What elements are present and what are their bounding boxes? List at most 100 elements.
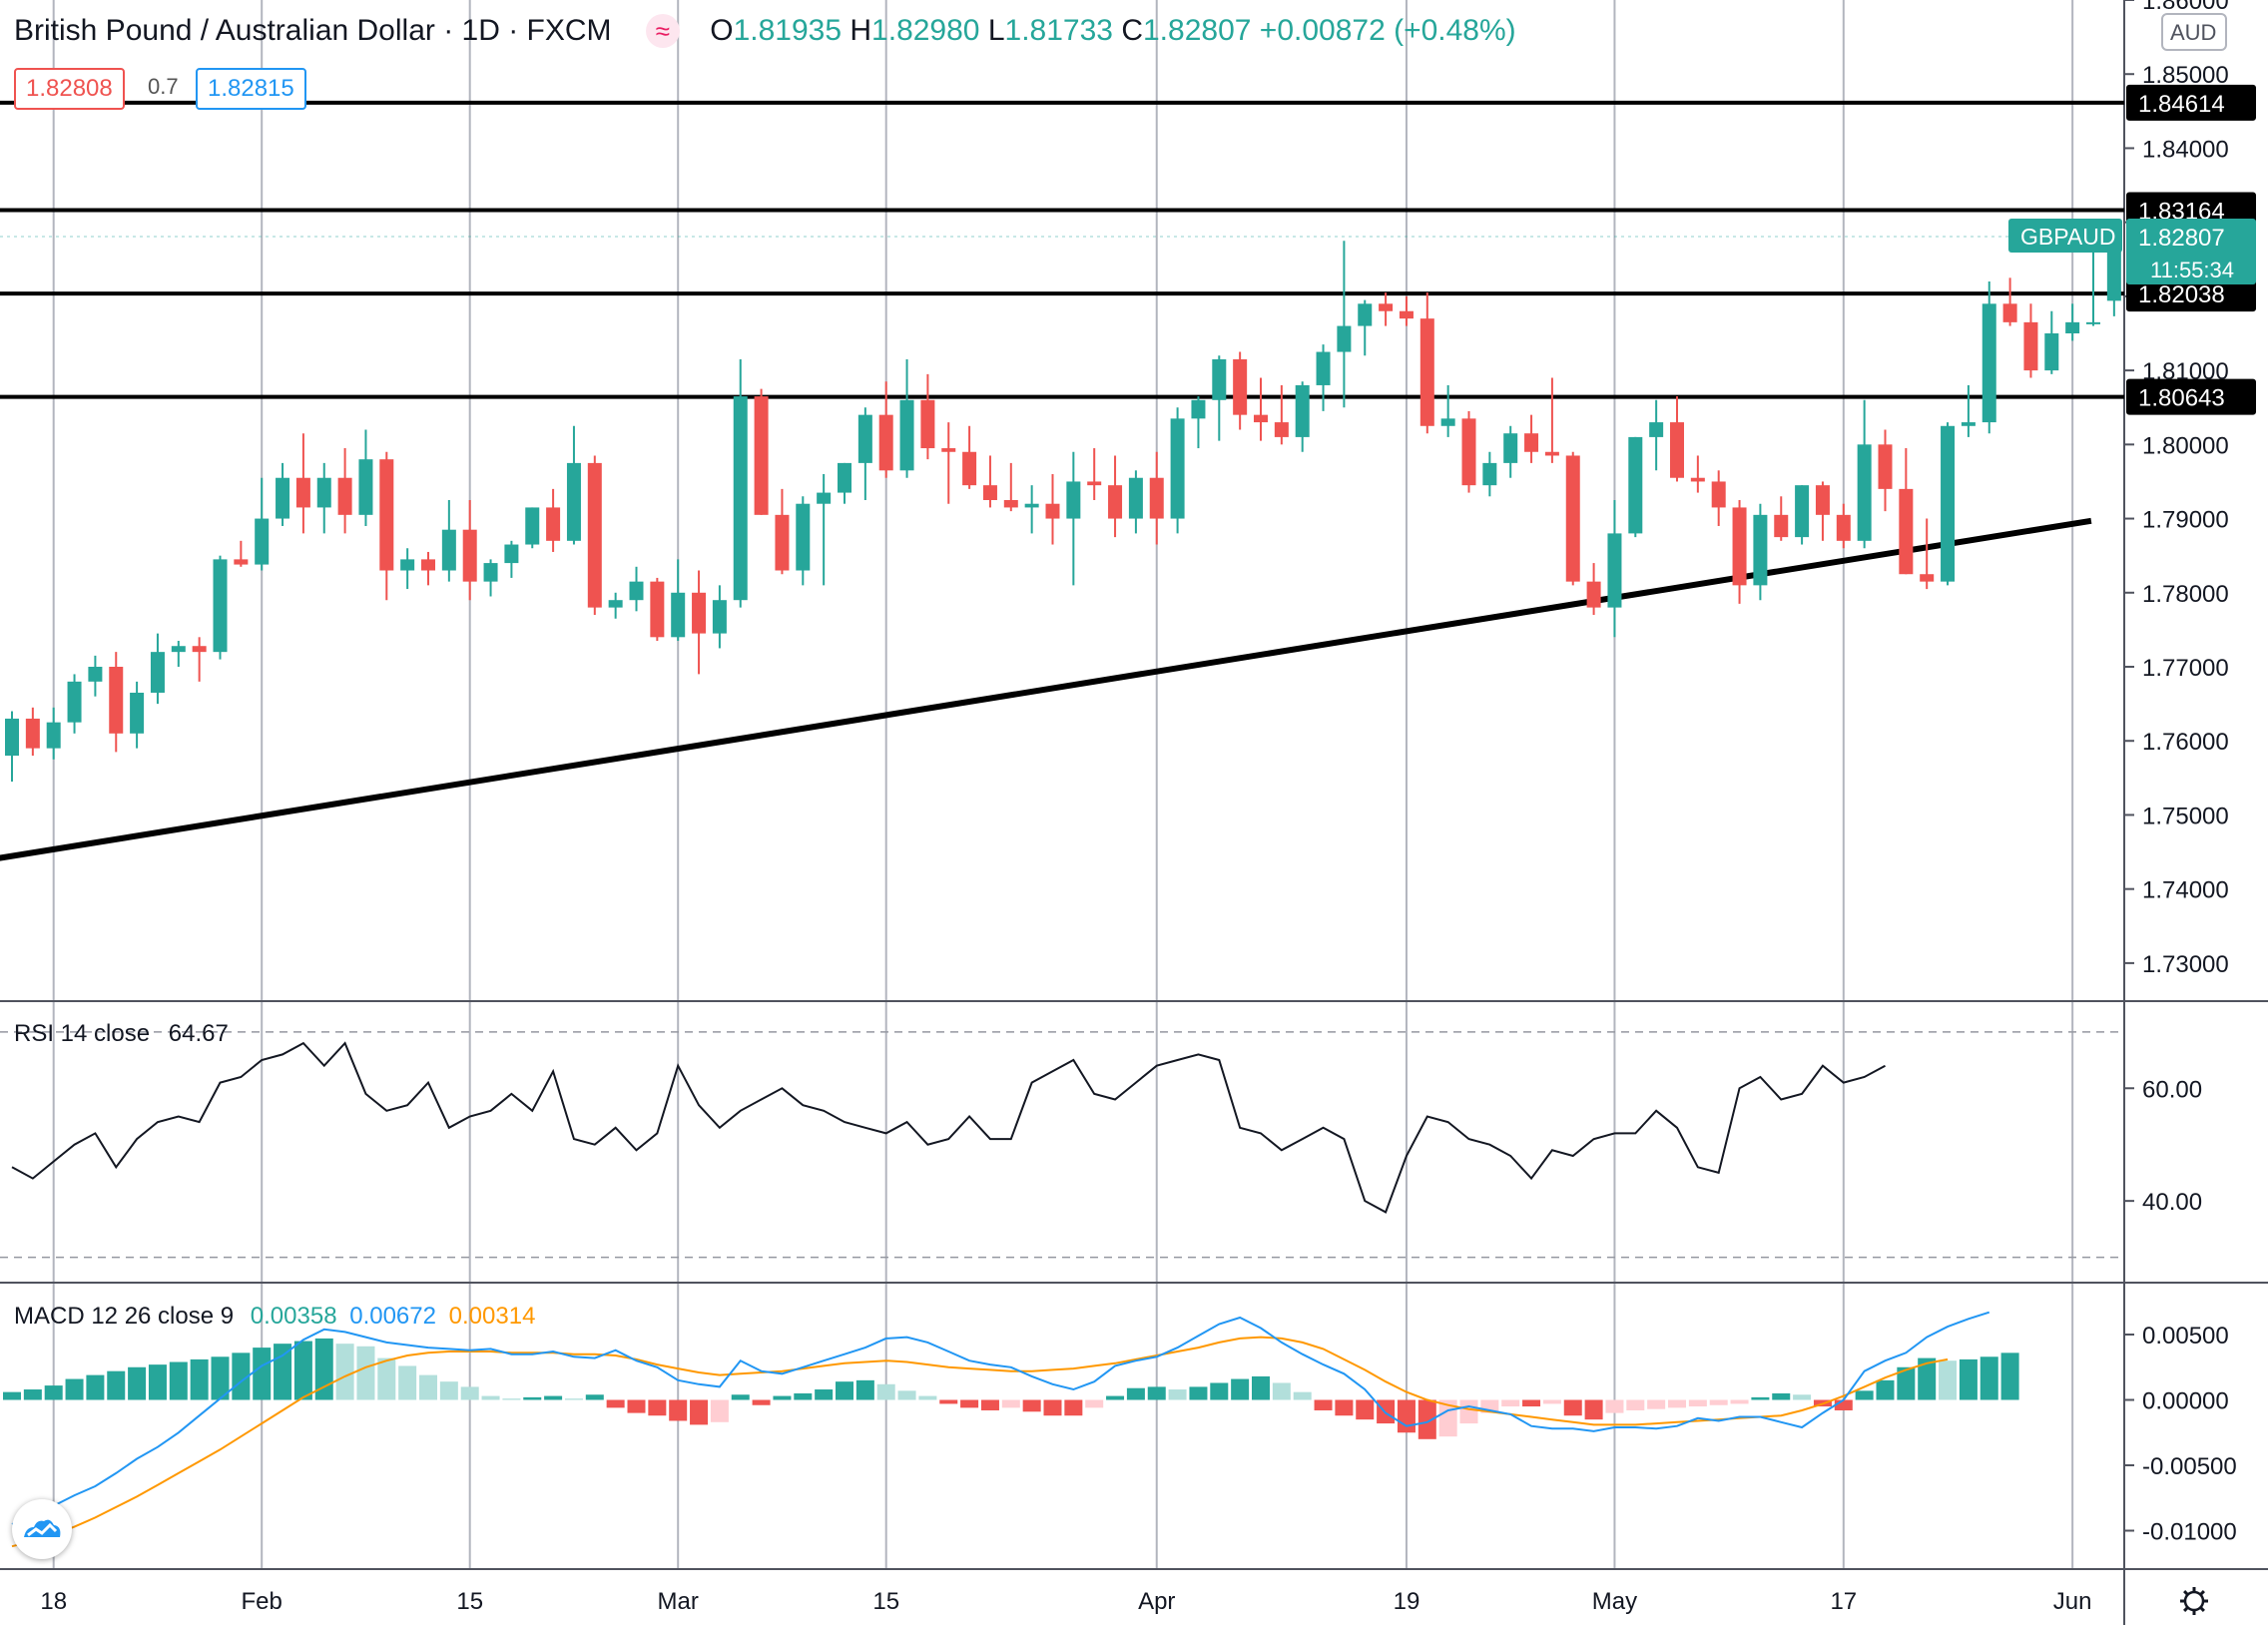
macd-histogram-bar[interactable] — [253, 1348, 272, 1400]
candle[interactable] — [171, 641, 186, 667]
macd-histogram-bar[interactable] — [1980, 1356, 1998, 1400]
macd-histogram-bar[interactable] — [606, 1399, 625, 1408]
candle[interactable] — [838, 462, 851, 504]
macd-histogram-bar[interactable] — [419, 1374, 437, 1400]
candle[interactable] — [2065, 303, 2080, 341]
candle[interactable] — [1857, 399, 1872, 549]
candle[interactable] — [1544, 377, 1559, 463]
candle[interactable] — [1128, 470, 1143, 534]
candle[interactable] — [316, 462, 331, 534]
macd-histogram-bar[interactable] — [1939, 1360, 1958, 1400]
settings-gear-icon[interactable] — [2180, 1587, 2208, 1615]
macd-histogram-bar[interactable] — [752, 1399, 771, 1405]
macd-histogram-bar[interactable] — [1168, 1389, 1187, 1400]
macd-histogram-bar[interactable] — [1001, 1399, 1020, 1408]
candle[interactable] — [1920, 518, 1935, 590]
candle[interactable] — [483, 559, 498, 597]
candle[interactable] — [1149, 451, 1164, 545]
candle[interactable] — [1066, 451, 1081, 586]
candle[interactable] — [775, 488, 790, 575]
macd-histogram-bar[interactable] — [523, 1396, 542, 1400]
rsi-legend[interactable]: RSI 14 close 64.67 — [14, 1020, 229, 1048]
candle[interactable] — [2044, 310, 2059, 374]
macd-histogram-bar[interactable] — [1709, 1399, 1728, 1405]
macd-histogram-bar[interactable] — [1210, 1382, 1229, 1400]
candle[interactable] — [671, 559, 686, 642]
macd-histogram-bar[interactable] — [794, 1392, 813, 1400]
candle[interactable] — [2002, 277, 2017, 326]
macd-histogram-bar[interactable] — [731, 1394, 750, 1400]
candle[interactable] — [1815, 481, 1830, 541]
candle[interactable] — [796, 496, 811, 586]
candle[interactable] — [1836, 503, 1851, 549]
macd-histogram-bar[interactable] — [44, 1385, 63, 1400]
macd-histogram-bar[interactable] — [773, 1395, 792, 1400]
candle[interactable] — [276, 462, 290, 526]
candle[interactable] — [1628, 436, 1643, 538]
macd-histogram-bar[interactable] — [1563, 1399, 1582, 1416]
candle[interactable] — [1045, 474, 1060, 545]
candle[interactable] — [1670, 396, 1684, 482]
wave-icon[interactable]: ≈ — [645, 14, 680, 48]
candle[interactable] — [754, 388, 769, 515]
macd-histogram-bar[interactable] — [1022, 1399, 1041, 1412]
candle[interactable] — [1024, 485, 1039, 534]
macd-histogram-bar[interactable] — [648, 1399, 667, 1416]
trendline[interactable] — [0, 517, 2092, 861]
macd-histogram-bar[interactable] — [1688, 1399, 1707, 1407]
candle[interactable] — [421, 551, 435, 586]
macd-histogram-bar[interactable] — [1272, 1382, 1291, 1400]
candle[interactable] — [1379, 292, 1394, 326]
candle[interactable] — [962, 425, 977, 489]
candle[interactable] — [941, 422, 956, 504]
candle[interactable] — [1212, 355, 1227, 441]
macd-histogram-bar[interactable] — [669, 1399, 688, 1421]
macd-histogram-bar[interactable] — [2000, 1353, 2019, 1400]
candle[interactable] — [1233, 351, 1248, 430]
candle[interactable] — [462, 500, 477, 601]
candle[interactable] — [817, 474, 832, 586]
macd-histogram-bar[interactable] — [356, 1346, 375, 1400]
macd-histogram-bar[interactable] — [1418, 1399, 1436, 1439]
candle[interactable] — [1586, 563, 1601, 616]
candle[interactable] — [1941, 422, 1956, 586]
candle[interactable] — [46, 707, 61, 760]
candle[interactable] — [525, 507, 540, 549]
macd-histogram-bar[interactable] — [1397, 1399, 1416, 1433]
macd-histogram-bar[interactable] — [1231, 1378, 1250, 1400]
candle[interactable] — [857, 407, 872, 500]
macd-histogram-bar[interactable] — [1252, 1375, 1270, 1400]
macd-histogram-bar[interactable] — [627, 1399, 646, 1413]
candle[interactable] — [1690, 455, 1705, 493]
candle[interactable] — [1191, 396, 1206, 449]
macd-histogram-bar[interactable] — [836, 1381, 853, 1400]
macd-histogram-bar[interactable] — [3, 1391, 21, 1400]
candle[interactable] — [982, 455, 997, 508]
candle[interactable] — [1607, 500, 1622, 638]
macd-histogram-bar[interactable] — [1647, 1399, 1666, 1409]
macd-histogram-bar[interactable] — [190, 1358, 209, 1400]
candle[interactable] — [1399, 295, 1414, 326]
candle[interactable] — [1461, 410, 1476, 493]
candle[interactable] — [2086, 241, 2100, 326]
symbol-tag[interactable] — [2008, 218, 2122, 253]
candle[interactable] — [1358, 299, 1373, 356]
macd-histogram-bar[interactable] — [1584, 1399, 1603, 1420]
macd-histogram-bar[interactable] — [460, 1386, 479, 1400]
macd-histogram-bar[interactable] — [1793, 1394, 1812, 1400]
macd-histogram-bar[interactable] — [86, 1374, 105, 1400]
macd-histogram-bar[interactable] — [481, 1395, 500, 1400]
macd-histogram-bar[interactable] — [544, 1395, 563, 1400]
candle[interactable] — [25, 707, 40, 757]
macd-histogram-bar[interactable] — [23, 1389, 42, 1400]
macd-histogram-bar[interactable] — [1834, 1399, 1853, 1410]
macd-histogram-bar[interactable] — [1855, 1390, 1874, 1400]
macd-histogram-bar[interactable] — [1293, 1391, 1312, 1400]
macd-histogram-bar[interactable] — [335, 1344, 354, 1400]
candle[interactable] — [379, 451, 394, 601]
candle[interactable] — [629, 566, 644, 612]
macd-histogram-bar[interactable] — [439, 1381, 458, 1400]
candle[interactable] — [587, 455, 602, 616]
candle[interactable] — [566, 425, 581, 545]
macd-histogram-bar[interactable] — [1897, 1366, 1916, 1400]
